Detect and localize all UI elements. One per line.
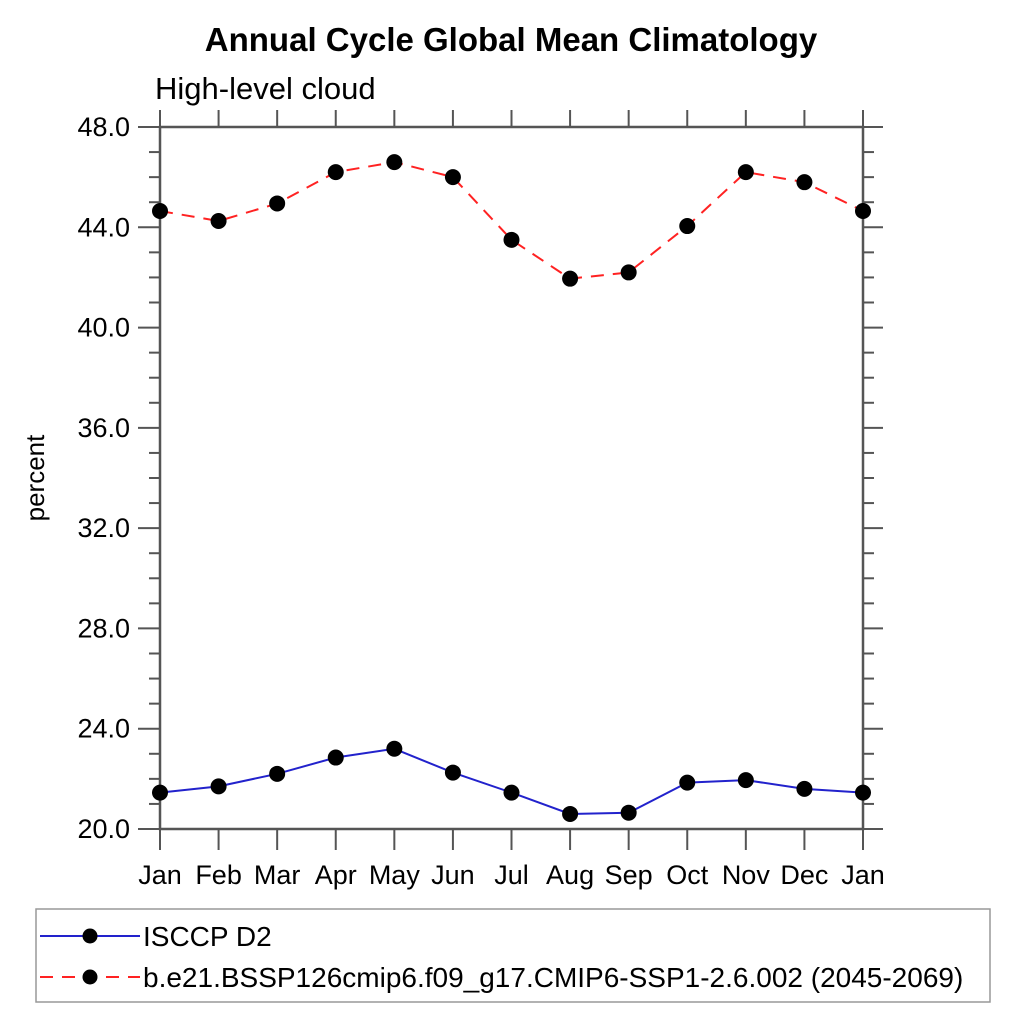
y-tick-label: 36.0 [77, 413, 130, 443]
series-1-marker [620, 264, 637, 281]
series-1-marker [679, 218, 696, 235]
y-tick-label: 32.0 [77, 513, 130, 543]
y-tick-label: 40.0 [77, 313, 130, 343]
chart-subtitle: High-level cloud [155, 71, 376, 106]
chart-title: Annual Cycle Global Mean Climatology [205, 21, 818, 58]
x-axis-tick-labels: Jan Feb Mar Apr May Jun Jul Aug Sep Oct Nov Dec Jan [138, 860, 885, 890]
series-0-marker [503, 784, 520, 801]
y-tick-label: 28.0 [77, 613, 130, 643]
y-tick-label: 44.0 [77, 212, 130, 242]
series-0-marker [855, 784, 871, 801]
series-line-0 [159, 747, 864, 816]
series-0-marker [327, 749, 344, 766]
x-tick-label: Oct [666, 860, 709, 890]
y-axis-label: percent [20, 434, 50, 521]
series-0-marker [444, 764, 461, 781]
y-tick-label: 24.0 [77, 714, 130, 744]
y-axis-ticks [138, 126, 883, 830]
legend-entries: ISCCP D2 b.e21.BSSP126cmip6.f09_g17.CMIP6… [40, 921, 963, 993]
x-tick-label: Aug [546, 860, 594, 890]
series-line-1 [159, 161, 864, 280]
series-1-marker [855, 202, 871, 219]
series-1-marker [503, 231, 520, 248]
series-0-marker [152, 784, 168, 801]
series-0-marker [386, 740, 403, 757]
legend-label: ISCCP D2 [143, 921, 272, 952]
legend-label: b.e21.BSSP126cmip6.f09_g17.CMIP6-SSP1-2.… [143, 962, 963, 993]
series-1-marker [562, 270, 579, 287]
x-tick-label: Nov [722, 860, 771, 890]
x-tick-label: Jul [494, 860, 529, 890]
y-tick-label: 48.0 [77, 112, 130, 142]
x-tick-label: Jun [431, 860, 475, 890]
series-0-marker [737, 772, 754, 789]
x-axis-ticks [159, 110, 864, 850]
y-tick-label: 20.0 [77, 814, 130, 844]
series-1-marker [737, 164, 754, 181]
x-tick-label: Apr [315, 860, 357, 890]
series-1-marker [796, 174, 813, 191]
y-axis-tick-labels: 20.0 24.0 28.0 32.0 36.0 40.0 44.0 48.0 [77, 112, 130, 844]
series-1-marker [327, 164, 344, 181]
series-1-marker [152, 202, 168, 219]
series-0-marker [620, 804, 637, 821]
x-tick-label: Dec [780, 860, 828, 890]
data-series [152, 154, 871, 822]
series-1-marker [386, 154, 403, 171]
x-tick-label: Sep [605, 860, 653, 890]
series-0-marker [562, 805, 579, 822]
legend-marker [82, 969, 98, 985]
series-0-marker [796, 780, 813, 797]
x-tick-label: May [369, 860, 421, 890]
series-0-marker [679, 774, 696, 791]
series-0-marker [269, 765, 286, 782]
x-tick-label: Mar [254, 860, 301, 890]
series-1-marker [210, 213, 227, 230]
x-tick-label: Feb [195, 860, 242, 890]
series-1-marker [269, 195, 286, 212]
legend-marker [82, 928, 98, 944]
series-0-marker [210, 778, 227, 795]
plot-frame [158, 125, 865, 831]
legend-box [35, 908, 991, 1003]
x-tick-label: Jan [841, 860, 885, 890]
x-tick-label: Jan [138, 860, 182, 890]
series-1-marker [444, 169, 461, 186]
